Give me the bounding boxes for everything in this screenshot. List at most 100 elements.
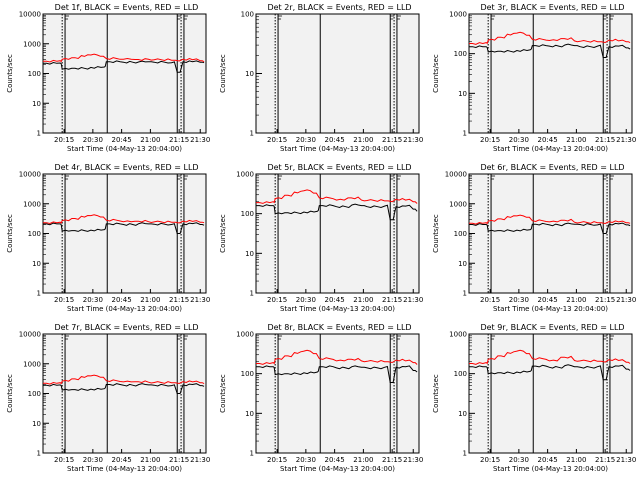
y-tick-label: 1	[250, 450, 254, 458]
x-axis-label: Start Time (04-May-13 20:04:00)	[67, 465, 182, 473]
events-series-line	[256, 203, 418, 221]
interval-flag-mark	[177, 335, 182, 340]
x-tick-label: 20:30	[509, 456, 529, 464]
y-tick-label: 100	[241, 210, 254, 218]
x-axis-label: Start Time (04-May-13 20:04:00)	[67, 145, 182, 153]
y-axis-label: Counts/sec	[219, 54, 227, 93]
x-tick-label: 20:30	[296, 136, 316, 144]
x-tick-label: 20:15	[54, 136, 74, 144]
interval-flag-mark	[491, 15, 496, 20]
events-series-line	[469, 222, 631, 234]
lld-series-line	[469, 31, 631, 45]
x-tick-label: 21:15	[169, 296, 189, 304]
y-tick-label: 1	[463, 130, 467, 138]
y-tick-label: 100	[454, 370, 467, 378]
x-tick-label: 20:45	[538, 456, 558, 464]
x-tick-label: 21:30	[616, 296, 636, 304]
y-tick-label: 1	[250, 290, 254, 298]
y-tick-label: 1000	[449, 200, 467, 208]
y-tick-label: 10	[245, 410, 254, 418]
x-tick-label: 21:00	[140, 136, 160, 144]
x-tick-label: 21:15	[382, 296, 402, 304]
y-tick-label: 1	[37, 130, 41, 138]
x-tick-label: 20:30	[83, 296, 103, 304]
y-axis-label: Counts/sec	[219, 214, 227, 253]
x-tick-label: 21:30	[616, 456, 636, 464]
x-tick-label: 20:45	[112, 136, 132, 144]
events-series-line	[43, 60, 205, 73]
plot-area	[468, 13, 633, 134]
y-tick-label: 10	[458, 410, 467, 418]
plot-area	[255, 173, 420, 294]
x-tick-label: 20:45	[112, 296, 132, 304]
x-tick-label: 20:15	[480, 136, 500, 144]
x-tick-label: 21:30	[616, 136, 636, 144]
y-tick-label: 10000	[19, 171, 41, 179]
y-tick-label: 10	[32, 420, 41, 428]
plot-area	[468, 173, 633, 294]
interval-flag-mark	[609, 335, 614, 340]
x-tick-label: 21:15	[595, 296, 615, 304]
interval-flag-mark	[183, 175, 188, 180]
x-tick-label: 21:15	[382, 456, 402, 464]
x-tick-label: 20:15	[480, 296, 500, 304]
y-tick-label: 1	[463, 290, 467, 298]
y-tick-label: 1000	[449, 331, 467, 339]
y-tick-label: 1000	[449, 11, 467, 19]
x-tick-label: 20:15	[267, 456, 287, 464]
x-axis-label: Start Time (04-May-13 20:04:00)	[67, 305, 182, 313]
chart-title: Det 8r, BLACK = Events, RED = LLD	[267, 323, 411, 332]
x-tick-label: 20:45	[112, 456, 132, 464]
interval-flag-mark	[390, 335, 395, 340]
y-tick-label: 100	[28, 70, 41, 78]
x-axis-label: Start Time (04-May-13 20:04:00)	[493, 145, 608, 153]
x-tick-label: 21:30	[403, 296, 423, 304]
x-tick-label: 20:30	[83, 456, 103, 464]
chart-title: Det 2r, BLACK = Events, RED = LLD	[267, 3, 411, 12]
interval-flag-mark	[390, 175, 395, 180]
y-axis-label: Counts/sec	[219, 374, 227, 413]
x-tick-label: 20:30	[509, 136, 529, 144]
x-axis-label: Start Time (04-May-13 20:04:00)	[493, 305, 608, 313]
interval-flag-mark	[390, 15, 395, 20]
chart-title: Det 4r, BLACK = Events, RED = LLD	[54, 163, 198, 172]
x-tick-label: 20:30	[83, 136, 103, 144]
detector-chart: Det 9r, BLACK = Events, RED = LLD 1 10 100 1…	[432, 323, 636, 473]
interval-flag-mark	[603, 175, 608, 180]
interval-flag-mark	[65, 15, 70, 20]
detector-chart: Det 2r, BLACK = Events, RED = LLD 1 10 100 C…	[219, 3, 423, 153]
x-axis-label: Start Time (04-May-13 20:04:00)	[280, 465, 395, 473]
interval-flag-mark	[396, 335, 401, 340]
interval-flag-mark	[183, 335, 188, 340]
lld-series-line	[469, 349, 631, 365]
x-tick-label: 20:15	[54, 296, 74, 304]
plot-area	[255, 13, 420, 134]
interval-flag-mark	[65, 175, 70, 180]
plot-area	[255, 333, 420, 454]
y-axis-label: Counts/sec	[432, 214, 440, 253]
plot-area	[42, 13, 207, 134]
y-tick-label: 100	[454, 50, 467, 58]
interval-flag-mark	[609, 175, 614, 180]
chart-title: Det 7r, BLACK = Events, RED = LLD	[54, 323, 198, 332]
y-tick-label: 10	[458, 90, 467, 98]
y-tick-label: 10	[32, 100, 41, 108]
y-tick-label: 1000	[23, 40, 41, 48]
interval-flag-mark	[278, 335, 283, 340]
y-tick-label: 1	[250, 130, 254, 138]
chart-title: Det 6r, BLACK = Events, RED = LLD	[480, 163, 624, 172]
y-tick-label: 10000	[19, 331, 41, 339]
lld-series-line	[43, 374, 205, 385]
x-tick-label: 21:15	[169, 136, 189, 144]
y-tick-label: 100	[241, 370, 254, 378]
x-tick-label: 21:30	[190, 456, 210, 464]
x-tick-label: 21:30	[190, 136, 210, 144]
lld-series-line	[43, 53, 205, 63]
x-tick-label: 20:30	[296, 456, 316, 464]
y-tick-label: 10	[458, 260, 467, 268]
interval-flag-mark	[278, 15, 283, 20]
events-series-line	[469, 364, 631, 381]
x-tick-label: 20:30	[296, 296, 316, 304]
x-tick-label: 21:30	[190, 296, 210, 304]
